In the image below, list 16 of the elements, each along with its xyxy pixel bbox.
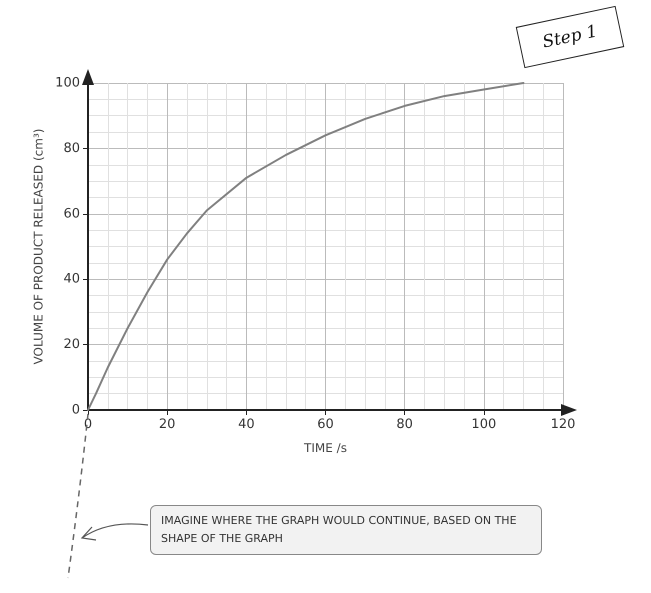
- x-tick-label: 100: [471, 417, 496, 432]
- text: Step 1: [516, 6, 624, 68]
- x-tick-label: 80: [396, 417, 413, 432]
- y-tick-label: 40: [63, 272, 80, 287]
- x-tick-label: 120: [550, 417, 576, 432]
- x-tick-label: 40: [238, 417, 255, 432]
- x-tick-label: 20: [158, 417, 176, 432]
- y-tick-label: 100: [55, 76, 80, 90]
- y-tick-label: 80: [63, 140, 80, 156]
- y-tick-label: 60: [63, 206, 80, 222]
- x-axis-title: TIME /s: [303, 441, 347, 455]
- y-axis-title: VOLUME OF PRODUCT RELEASED (cm³): [31, 128, 46, 364]
- text: IMAGINE WHERE THE GRAPH WOULD CONTINUE, BASED ON THE SHAPE OF THE GRAPH: [150, 505, 542, 555]
- x-tick-label: 60: [317, 417, 334, 432]
- y-tick-label: 20: [63, 337, 80, 352]
- y-tick-label: 0: [72, 402, 80, 418]
